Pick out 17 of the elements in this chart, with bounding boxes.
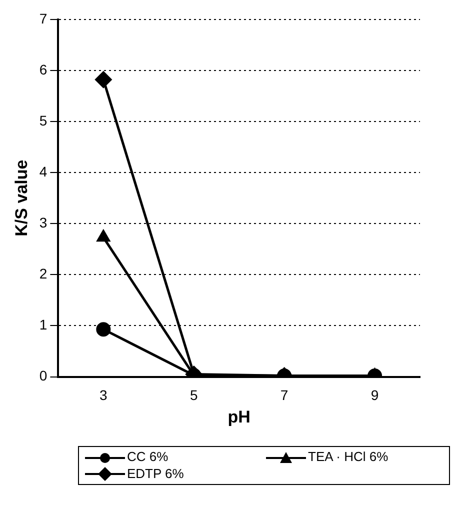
x-tick-label: 5 — [190, 387, 198, 404]
y-tick-label: 0 — [39, 368, 48, 384]
y-tick-label: 5 — [39, 112, 48, 128]
x-tick-label: 7 — [280, 387, 288, 404]
legend-label: EDTP 6% — [126, 466, 185, 482]
legend-label: TEA · HCl 6% — [307, 449, 390, 466]
x-tick-label: 9 — [370, 387, 379, 404]
y-tick-label: 1 — [39, 316, 48, 333]
x-tick-label: 3 — [100, 387, 108, 404]
y-tick-label: 4 — [39, 163, 48, 180]
y-tick-label: 7 — [39, 10, 48, 26]
y-tick-label: 6 — [39, 61, 48, 78]
y-axis-title: K/S value — [12, 160, 31, 236]
legend-label: CC 6% — [126, 449, 170, 466]
y-tick-label: 3 — [39, 214, 48, 230]
x-axis-title: pH — [228, 407, 250, 426]
y-tick-label: 2 — [39, 266, 48, 282]
